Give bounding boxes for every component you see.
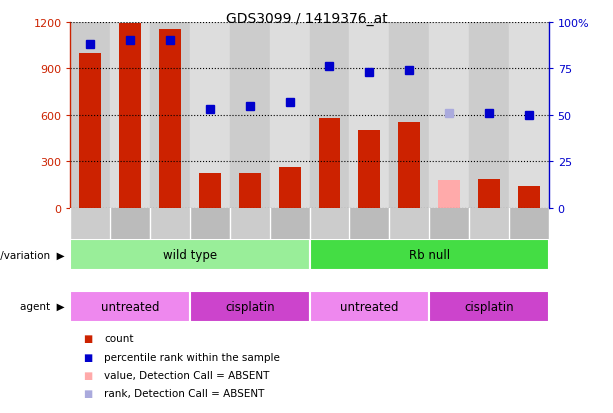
Bar <box>438 181 460 209</box>
Text: ■: ■ <box>83 388 92 398</box>
Bar <box>349 23 389 209</box>
Bar <box>239 173 261 209</box>
Bar <box>389 209 429 264</box>
Bar <box>110 209 150 264</box>
Bar <box>518 187 539 209</box>
Text: GDS3099 / 1419376_at: GDS3099 / 1419376_at <box>226 12 387 26</box>
Bar <box>389 23 429 209</box>
Bar <box>270 23 310 209</box>
Bar <box>429 23 469 209</box>
Bar <box>478 179 500 209</box>
Bar <box>429 291 549 322</box>
Bar <box>70 209 110 264</box>
Bar <box>230 209 270 264</box>
Text: wild type: wild type <box>163 249 217 261</box>
Text: ■: ■ <box>83 334 92 344</box>
Bar <box>190 23 230 209</box>
Text: genotype/variation  ▶: genotype/variation ▶ <box>0 250 64 260</box>
Text: ■: ■ <box>83 352 92 362</box>
Text: value, Detection Call = ABSENT: value, Detection Call = ABSENT <box>104 370 270 380</box>
Bar <box>190 291 310 322</box>
Text: Rb null: Rb null <box>408 249 450 261</box>
Bar <box>110 23 150 209</box>
Text: untreated: untreated <box>340 300 398 313</box>
Text: agent  ▶: agent ▶ <box>20 301 64 312</box>
Bar <box>270 209 310 264</box>
Bar <box>80 54 101 209</box>
Text: ■: ■ <box>83 370 92 380</box>
Bar <box>190 209 230 264</box>
Bar <box>349 209 389 264</box>
Text: untreated: untreated <box>101 300 159 313</box>
Text: count: count <box>104 334 134 344</box>
Bar <box>230 23 270 209</box>
Bar <box>429 209 469 264</box>
Bar <box>310 23 349 209</box>
Bar <box>509 209 549 264</box>
Text: percentile rank within the sample: percentile rank within the sample <box>104 352 280 362</box>
Bar <box>150 209 190 264</box>
Bar <box>469 23 509 209</box>
Text: rank, Detection Call = ABSENT: rank, Detection Call = ABSENT <box>104 388 265 398</box>
Bar <box>279 168 300 209</box>
Bar <box>70 291 190 322</box>
Bar <box>319 119 340 209</box>
Bar <box>469 209 509 264</box>
Bar <box>398 123 420 209</box>
Bar <box>359 131 380 209</box>
Bar <box>150 23 190 209</box>
Bar <box>509 23 549 209</box>
Bar <box>70 240 310 271</box>
Bar <box>310 240 549 271</box>
Bar <box>199 174 221 209</box>
Bar <box>120 24 141 209</box>
Text: cisplatin: cisplatin <box>225 300 275 313</box>
Bar <box>70 23 110 209</box>
Bar <box>310 291 429 322</box>
Bar <box>310 209 349 264</box>
Text: cisplatin: cisplatin <box>464 300 514 313</box>
Bar <box>159 30 181 209</box>
